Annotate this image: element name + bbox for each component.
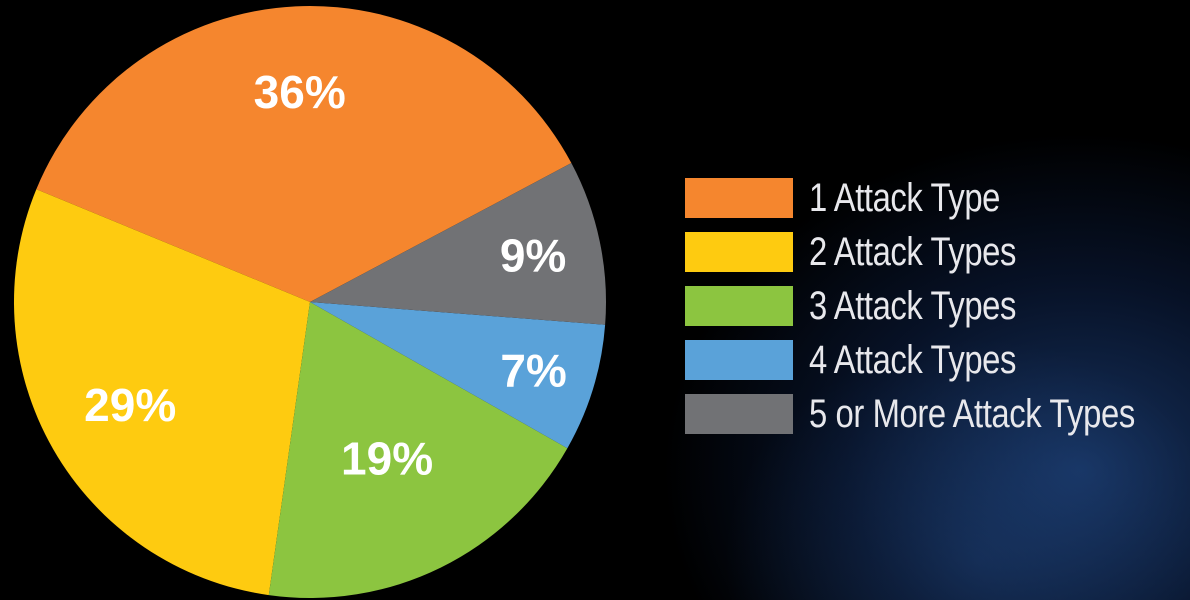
pie-slice-label-3-attack-types: 19% bbox=[341, 433, 433, 485]
pie-slice-3-attack-types bbox=[268, 302, 568, 599]
pie-slice-label-1-attack-type: 36% bbox=[254, 66, 346, 118]
legend: 1 Attack Type 2 Attack Types 3 Attack Ty… bbox=[685, 171, 1185, 441]
legend-label: 1 Attack Type bbox=[809, 175, 1000, 220]
pie-slice-4-attack-types bbox=[310, 302, 606, 449]
pie-slice-label-5-or-more-attack-types: 9% bbox=[500, 229, 566, 281]
pie-chart: 36% 29% 19% 7% 9% bbox=[13, 5, 607, 599]
legend-swatch bbox=[685, 286, 793, 326]
legend-label: 5 or More Attack Types bbox=[809, 391, 1135, 436]
pie-slice-1-attack-type bbox=[36, 5, 572, 302]
legend-swatch bbox=[685, 178, 793, 218]
legend-item-4-attack-types: 4 Attack Types bbox=[685, 333, 1185, 387]
legend-item-1-attack-type: 1 Attack Type bbox=[685, 171, 1185, 225]
legend-label: 2 Attack Types bbox=[809, 229, 1016, 274]
pie-slice-label-2-attack-types: 29% bbox=[84, 379, 176, 431]
legend-swatch bbox=[685, 232, 793, 272]
legend-swatch bbox=[685, 394, 793, 434]
legend-label: 4 Attack Types bbox=[809, 337, 1016, 382]
pie-slice-label-4-attack-types: 7% bbox=[500, 344, 566, 396]
pie-slice-2-attack-types bbox=[13, 189, 311, 596]
legend-item-2-attack-types: 2 Attack Types bbox=[685, 225, 1185, 279]
legend-item-5-or-more-attack-types: 5 or More Attack Types bbox=[685, 387, 1185, 441]
pie-slice-5-or-more-attack-types bbox=[310, 163, 607, 325]
legend-swatch bbox=[685, 340, 793, 380]
legend-label: 3 Attack Types bbox=[809, 283, 1016, 328]
legend-item-3-attack-types: 3 Attack Types bbox=[685, 279, 1185, 333]
